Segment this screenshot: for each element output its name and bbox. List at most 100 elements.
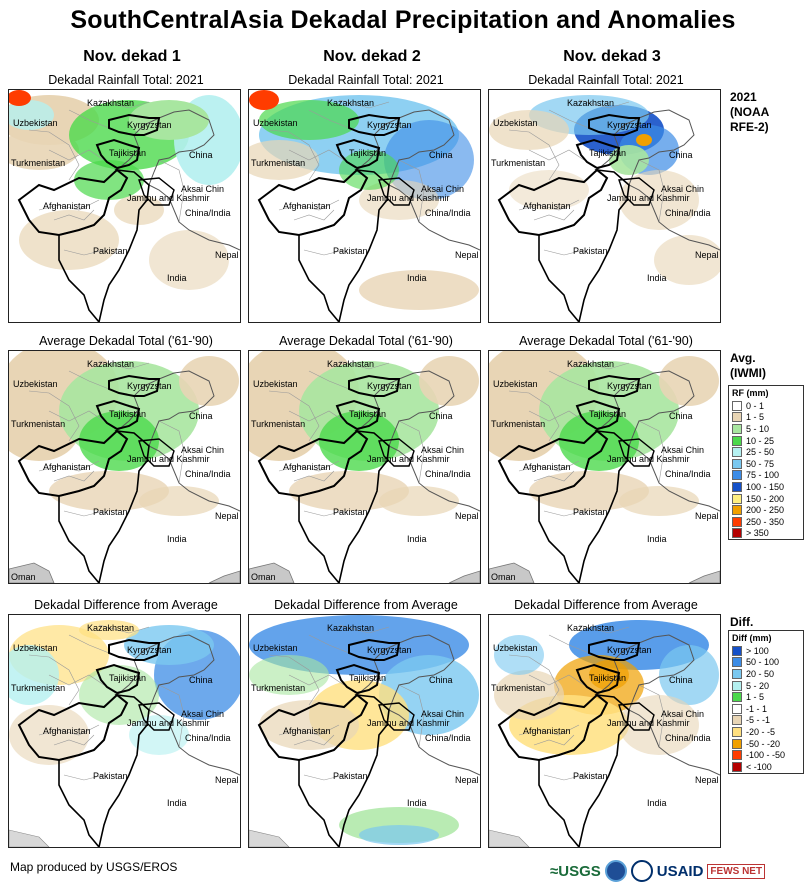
place-label-aksai-chin: Aksai Chin	[421, 184, 465, 194]
place-label-aksai-chin: Aksai Chin	[421, 445, 465, 455]
precip-area	[9, 705, 89, 765]
noaa-logo-icon	[604, 860, 627, 882]
legend-label: 200 - 250	[746, 505, 785, 516]
precip-area	[249, 90, 279, 110]
place-label-turkmenistan: Turkmenistan	[11, 683, 66, 693]
legend-item: 100 - 150	[732, 481, 803, 493]
legend-item: 50 - 100	[732, 657, 803, 669]
map-shape	[578, 99, 630, 109]
legend-item: 25 - 50	[732, 446, 803, 458]
map-shape	[335, 399, 381, 431]
place-label-india: India	[647, 273, 667, 283]
place-label-uzbekistan: Uzbekistan	[493, 643, 538, 653]
map-shape	[95, 663, 141, 695]
precip-area	[139, 486, 219, 516]
precip-area	[124, 625, 214, 665]
place-label-uzbekistan: Uzbekistan	[493, 379, 538, 389]
map-shape	[638, 420, 665, 484]
usgs-logo: ≈USGS	[550, 862, 601, 880]
place-label-kazakhstan: Kazakhstan	[567, 359, 615, 369]
map-shape	[308, 634, 350, 654]
map-shape	[308, 370, 350, 390]
legend-label: 50 - 100	[746, 657, 780, 668]
legend-title: RF (mm)	[732, 388, 769, 398]
precip-area	[619, 695, 699, 755]
place-label-kyrgyzstan: Kyrgyzstan	[367, 381, 412, 391]
map-shape	[618, 438, 655, 467]
row-label-2021: 2021 (NOAA RFE-2)	[730, 90, 770, 134]
panel-subtitle: Dekadal Rainfall Total: 2021	[48, 73, 204, 87]
place-label-india: India	[167, 798, 187, 808]
map-shape	[68, 109, 110, 129]
map-canvas	[489, 620, 720, 847]
legend-swatch	[732, 750, 742, 761]
legend-swatch	[732, 645, 742, 656]
legend-label: 20 - 50	[746, 668, 775, 679]
place-label-china: China	[429, 675, 453, 685]
legend-item: 75 - 100	[732, 470, 803, 482]
legend-swatch	[732, 715, 742, 726]
precip-area	[249, 140, 319, 180]
legend-swatch	[732, 680, 742, 691]
precip-area	[359, 270, 479, 310]
place-label-china-india: China/India	[185, 469, 231, 479]
difference-legend: Diff (mm) > 100 50 - 100 20 - 50 5 - 20 1 - …	[728, 630, 804, 774]
place-label-nepal: Nepal	[215, 775, 239, 785]
map-shape	[298, 168, 390, 322]
map-shape	[108, 638, 161, 661]
place-label-afghanistan: Afghanistan	[283, 462, 331, 472]
place-label-jammu-kashmir: Jammu and Kashmir	[367, 718, 450, 728]
legend-item: 1 - 5	[732, 691, 803, 703]
place-label-china: China	[669, 675, 693, 685]
legend-label: -20 - -5	[746, 726, 776, 737]
map-canvas	[249, 615, 480, 847]
legend-label: 100 - 150	[746, 481, 785, 492]
map-shape	[508, 654, 560, 706]
place-label-uzbekistan: Uzbekistan	[253, 643, 298, 653]
map-shape	[268, 129, 320, 181]
legend-item: -50 - -20	[732, 738, 803, 750]
place-label-kazakhstan: Kazakhstan	[87, 98, 135, 108]
legend-item: 150 - 200	[732, 493, 803, 505]
map-shape	[378, 177, 415, 206]
map-shape	[303, 774, 345, 781]
place-label-india: India	[167, 273, 187, 283]
precip-area	[129, 715, 189, 755]
legend-item: 1 - 5	[732, 412, 803, 424]
legend-item: -5 - -1	[732, 715, 803, 727]
place-label-kazakhstan: Kazakhstan	[327, 359, 375, 369]
map-panel: Kazakhstan Uzbekistan Kyrgyzstan Turkmenist…	[248, 89, 481, 323]
map-shape	[518, 199, 580, 211]
map-shape	[533, 209, 575, 221]
place-label-pakistan: Pakistan	[573, 771, 608, 781]
precip-area	[319, 411, 399, 471]
place-label-turkmenistan: Turkmenistan	[251, 419, 306, 429]
map-shape	[588, 638, 641, 661]
place-label-nepal: Nepal	[695, 511, 719, 521]
legend-label: 50 - 75	[746, 458, 775, 469]
map-shape	[448, 570, 480, 583]
panel-subtitle: Dekadal Difference from Average	[34, 598, 218, 612]
panel-subtitle: Average Dekadal Total ('61-'90)	[39, 334, 213, 348]
place-label-kazakhstan: Kazakhstan	[327, 623, 375, 633]
place-label-tajikistan: Tajikistan	[349, 409, 387, 419]
place-label-kazakhstan: Kazakhstan	[327, 98, 375, 108]
map-shape	[249, 829, 290, 847]
place-label-kazakhstan: Kazakhstan	[87, 359, 135, 369]
map-shape	[588, 113, 641, 136]
legend-label: 1 - 5	[746, 692, 765, 703]
map-shape	[48, 410, 105, 422]
legend-swatch	[732, 516, 742, 527]
map-shape	[638, 159, 665, 223]
fews-net-logo: FEWS NET	[707, 863, 766, 879]
legend-item: 50 - 75	[732, 458, 803, 470]
map-shape	[249, 562, 295, 583]
map-shape	[578, 624, 630, 634]
map-shape	[38, 460, 100, 472]
map-shape	[53, 470, 95, 482]
map-shape	[528, 674, 585, 686]
place-label-nepal: Nepal	[695, 250, 719, 260]
place-label-india: India	[407, 798, 427, 808]
legend-swatch	[732, 447, 742, 458]
place-label-afghanistan: Afghanistan	[283, 201, 331, 211]
